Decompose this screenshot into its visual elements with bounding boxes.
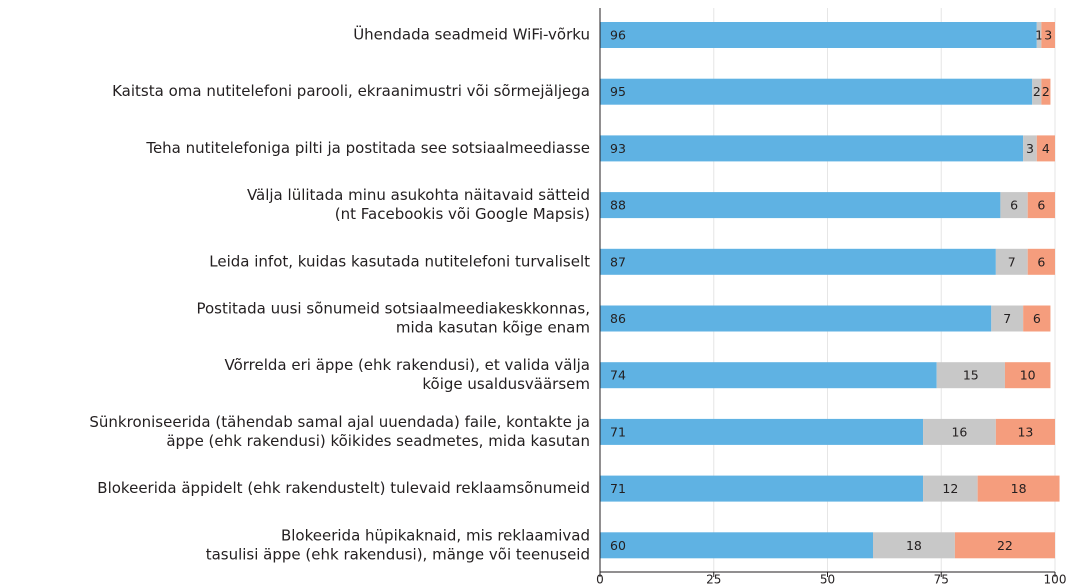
bar-segment bbox=[600, 135, 1024, 162]
category-label: Sünkroniseerida (tähendab samal ajal uue… bbox=[89, 413, 590, 431]
bar-segment bbox=[600, 305, 992, 332]
bar-segment bbox=[600, 22, 1037, 48]
bar-segment bbox=[1027, 248, 1055, 275]
category-label: Võrrelda eri äppe (ehk rakendusi), et va… bbox=[224, 356, 590, 374]
value-label: 4 bbox=[1042, 141, 1050, 156]
x-tick-label: 0 bbox=[596, 573, 604, 586]
value-label: 87 bbox=[610, 254, 626, 269]
category-label: Blokeerida äppidelt (ehk rakendustelt) t… bbox=[97, 479, 590, 497]
value-label: 7 bbox=[1003, 311, 1011, 326]
value-label: 13 bbox=[1017, 424, 1033, 439]
value-label: 15 bbox=[963, 368, 979, 383]
x-tick-label: 50 bbox=[820, 573, 835, 586]
category-label: Blokeerida hüpikaknaid, mis reklaamivad bbox=[281, 526, 590, 544]
value-label: 12 bbox=[942, 481, 958, 496]
value-label: 60 bbox=[610, 538, 626, 553]
value-label: 6 bbox=[1037, 198, 1045, 213]
category-label: Leida infot, kuidas kasutada nutitelefon… bbox=[209, 252, 590, 270]
category-label: Postitada uusi sõnumeid sotsiaalmeediake… bbox=[196, 300, 590, 318]
value-label: 16 bbox=[951, 424, 967, 439]
category-label: mida kasutan kõige enam bbox=[396, 319, 590, 337]
bar-segment bbox=[1027, 192, 1055, 219]
bar-segment bbox=[995, 248, 1028, 275]
bar-segment bbox=[1041, 22, 1055, 48]
value-label: 18 bbox=[1011, 481, 1027, 496]
value-label: 3 bbox=[1044, 28, 1052, 43]
bar-segment bbox=[923, 418, 996, 445]
value-label: 2 bbox=[1042, 84, 1050, 99]
bar-segment bbox=[1023, 135, 1037, 162]
bar-segment bbox=[995, 418, 1055, 445]
bar-segment bbox=[600, 78, 1033, 105]
value-label: 18 bbox=[906, 538, 922, 553]
value-label: 71 bbox=[610, 481, 626, 496]
category-label: Kaitsta oma nutitelefoni parooli, ekraan… bbox=[112, 82, 590, 100]
value-label: 1 bbox=[1035, 28, 1043, 43]
bar-segment bbox=[600, 192, 1001, 219]
bar-segment bbox=[1004, 362, 1051, 389]
category-label: Ühendada seadmeid WiFi-võrku bbox=[353, 25, 590, 44]
bar-segment bbox=[1036, 22, 1042, 48]
category-label: äppe (ehk rakendusi) kõikides seadmetes,… bbox=[166, 432, 590, 450]
bar-segment bbox=[936, 362, 1005, 389]
value-label: 22 bbox=[997, 538, 1013, 553]
value-label: 95 bbox=[610, 84, 626, 99]
bar-segment bbox=[1023, 305, 1051, 332]
x-tick-label: 25 bbox=[706, 573, 721, 586]
value-label: 86 bbox=[610, 311, 626, 326]
bar-segment bbox=[600, 362, 937, 389]
value-label: 88 bbox=[610, 198, 626, 213]
value-label: 74 bbox=[610, 368, 626, 383]
category-label: kõige usaldusväärsem bbox=[422, 375, 590, 393]
bar-segment bbox=[923, 475, 978, 502]
bar-segment bbox=[873, 532, 955, 559]
x-tick-label: 75 bbox=[934, 573, 949, 586]
category-label: (nt Facebookis või Google Mapsis) bbox=[335, 205, 590, 223]
bar-segment bbox=[1036, 135, 1055, 162]
category-label: tasulisi äppe (ehk rakendusi), mänge või… bbox=[206, 545, 590, 563]
value-label: 71 bbox=[610, 424, 626, 439]
bar-segment bbox=[991, 305, 1024, 332]
category-label: Välja lülitada minu asukohta näitavaid s… bbox=[247, 186, 590, 204]
bar-segment bbox=[600, 418, 924, 445]
bar-segment bbox=[1032, 78, 1042, 105]
bar-segment bbox=[600, 532, 873, 559]
value-label: 6 bbox=[1037, 254, 1045, 269]
value-label: 6 bbox=[1033, 311, 1041, 326]
value-label: 6 bbox=[1010, 198, 1018, 213]
value-label: 96 bbox=[610, 28, 626, 43]
value-label: 93 bbox=[610, 141, 626, 156]
bar-segment bbox=[1000, 192, 1028, 219]
value-label: 10 bbox=[1020, 368, 1036, 383]
bar-segment bbox=[977, 475, 1060, 502]
value-label: 3 bbox=[1026, 141, 1034, 156]
value-label: 7 bbox=[1008, 254, 1016, 269]
bar-segment bbox=[600, 248, 996, 275]
bar-segment bbox=[954, 532, 1055, 559]
bar-segment bbox=[1041, 78, 1051, 105]
category-label: Teha nutitelefoniga pilti ja postitada s… bbox=[145, 139, 590, 157]
x-tick-label: 100 bbox=[1044, 573, 1067, 586]
value-label: 2 bbox=[1033, 84, 1041, 99]
bar-segment bbox=[600, 475, 924, 502]
